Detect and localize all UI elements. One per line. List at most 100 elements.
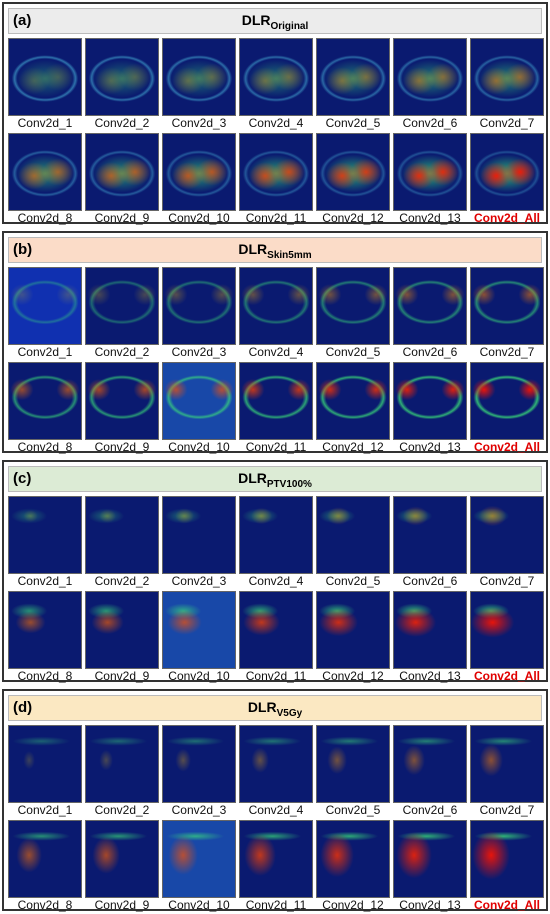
image-grid: Conv2d_1 Conv2d_2 Conv2d_3 Conv2d_4 Conv2d_5… bbox=[8, 725, 546, 913]
panel-header: (b) DLRSkin5mm bbox=[8, 237, 542, 263]
heatmap-image bbox=[8, 267, 82, 345]
heatmap-image bbox=[470, 820, 544, 898]
heatmap-image bbox=[162, 820, 236, 898]
heatmap-image bbox=[162, 496, 236, 574]
feature-map: Conv2d_1 bbox=[8, 38, 82, 131]
feature-map: Conv2d_2 bbox=[85, 496, 159, 589]
heatmap-image bbox=[85, 725, 159, 803]
caption: Conv2d_3 bbox=[171, 345, 227, 359]
feature-map: Conv2d_All bbox=[470, 591, 544, 684]
feature-map: Conv2d_3 bbox=[162, 267, 236, 360]
feature-map: Conv2d_All bbox=[470, 133, 544, 226]
feature-map: Conv2d_2 bbox=[85, 38, 159, 131]
title-subscript: PTV100% bbox=[266, 478, 312, 490]
panel-title: DLROriginal bbox=[9, 12, 541, 32]
title-main: DLR bbox=[241, 12, 271, 28]
caption: Conv2d_5 bbox=[325, 345, 381, 359]
caption: Conv2d_9 bbox=[94, 440, 150, 454]
heatmap-image bbox=[85, 591, 159, 669]
caption: Conv2d_6 bbox=[402, 574, 458, 588]
caption: Conv2d_All bbox=[473, 440, 540, 454]
caption: Conv2d_6 bbox=[402, 345, 458, 359]
feature-map: Conv2d_9 bbox=[85, 133, 159, 226]
heatmap-image bbox=[8, 38, 82, 116]
heatmap-image bbox=[316, 725, 390, 803]
caption: Conv2d_11 bbox=[245, 440, 307, 454]
heatmap-image bbox=[239, 591, 313, 669]
caption: Conv2d_9 bbox=[94, 898, 150, 912]
heatmap-image bbox=[85, 267, 159, 345]
caption: Conv2d_12 bbox=[322, 898, 384, 912]
feature-map: Conv2d_7 bbox=[470, 38, 544, 131]
heatmap-image bbox=[393, 496, 467, 574]
feature-map: Conv2d_3 bbox=[162, 725, 236, 818]
caption: Conv2d_8 bbox=[17, 440, 73, 454]
caption: Conv2d_5 bbox=[325, 574, 381, 588]
caption: Conv2d_2 bbox=[94, 345, 150, 359]
feature-map: Conv2d_12 bbox=[316, 362, 390, 455]
caption: Conv2d_5 bbox=[325, 116, 381, 130]
caption: Conv2d_1 bbox=[17, 116, 73, 130]
caption: Conv2d_11 bbox=[245, 898, 307, 912]
heatmap-image bbox=[470, 591, 544, 669]
caption: Conv2d_1 bbox=[17, 803, 73, 817]
title-subscript: V5Gy bbox=[276, 707, 303, 719]
panel-title: DLRV5Gy bbox=[9, 699, 541, 719]
image-grid: Conv2d_1 Conv2d_2 Conv2d_3 Conv2d_4 Conv2d_5… bbox=[8, 496, 546, 684]
feature-map: Conv2d_13 bbox=[393, 820, 467, 913]
panel-title: DLRPTV100% bbox=[9, 470, 541, 490]
feature-map: Conv2d_1 bbox=[8, 725, 82, 818]
heatmap-image bbox=[393, 133, 467, 211]
caption: Conv2d_1 bbox=[17, 574, 73, 588]
heatmap-image bbox=[8, 496, 82, 574]
caption: Conv2d_7 bbox=[479, 803, 535, 817]
caption: Conv2d_10 bbox=[168, 211, 230, 225]
title-main: DLR bbox=[238, 470, 267, 486]
panel-title: DLRSkin5mm bbox=[9, 241, 541, 261]
caption: Conv2d_9 bbox=[94, 211, 150, 225]
feature-map: Conv2d_4 bbox=[239, 38, 313, 131]
heatmap-image bbox=[239, 133, 313, 211]
feature-map: Conv2d_11 bbox=[239, 362, 313, 455]
feature-map: Conv2d_13 bbox=[393, 591, 467, 684]
heatmap-image bbox=[393, 267, 467, 345]
feature-map: Conv2d_2 bbox=[85, 267, 159, 360]
heatmap-image bbox=[393, 725, 467, 803]
caption: Conv2d_5 bbox=[325, 803, 381, 817]
heatmap-image bbox=[470, 133, 544, 211]
heatmap-image bbox=[316, 133, 390, 211]
feature-map: Conv2d_4 bbox=[239, 725, 313, 818]
heatmap-image bbox=[316, 820, 390, 898]
heatmap-image bbox=[162, 38, 236, 116]
caption: Conv2d_3 bbox=[171, 116, 227, 130]
heatmap-image bbox=[8, 725, 82, 803]
heatmap-image bbox=[239, 362, 313, 440]
feature-map: Conv2d_8 bbox=[8, 133, 82, 226]
feature-map: Conv2d_10 bbox=[162, 133, 236, 226]
heatmap-image bbox=[393, 362, 467, 440]
feature-map: Conv2d_13 bbox=[393, 133, 467, 226]
feature-map: Conv2d_3 bbox=[162, 38, 236, 131]
feature-map: Conv2d_1 bbox=[8, 496, 82, 589]
caption: Conv2d_3 bbox=[171, 803, 227, 817]
heatmap-image bbox=[316, 267, 390, 345]
heatmap-image bbox=[239, 38, 313, 116]
feature-map: Conv2d_4 bbox=[239, 267, 313, 360]
panel: (d) DLRV5Gy Conv2d_1 Conv2d_2 Conv2d_3 Conv2d… bbox=[2, 689, 548, 913]
panel-label: (a) bbox=[13, 12, 32, 29]
caption: Conv2d_10 bbox=[168, 440, 230, 454]
caption: Conv2d_13 bbox=[399, 898, 461, 912]
heatmap-image bbox=[239, 267, 313, 345]
feature-map: Conv2d_10 bbox=[162, 591, 236, 684]
caption: Conv2d_11 bbox=[245, 669, 307, 683]
feature-map: Conv2d_8 bbox=[8, 591, 82, 684]
feature-map: Conv2d_10 bbox=[162, 362, 236, 455]
caption: Conv2d_1 bbox=[17, 345, 73, 359]
caption: Conv2d_4 bbox=[248, 803, 304, 817]
feature-map: Conv2d_10 bbox=[162, 820, 236, 913]
heatmap-image bbox=[470, 38, 544, 116]
feature-map: Conv2d_7 bbox=[470, 725, 544, 818]
image-grid: Conv2d_1 Conv2d_2 Conv2d_3 Conv2d_4 Conv2d_5… bbox=[8, 267, 546, 455]
panel-label: (b) bbox=[13, 241, 33, 258]
caption: Conv2d_2 bbox=[94, 803, 150, 817]
